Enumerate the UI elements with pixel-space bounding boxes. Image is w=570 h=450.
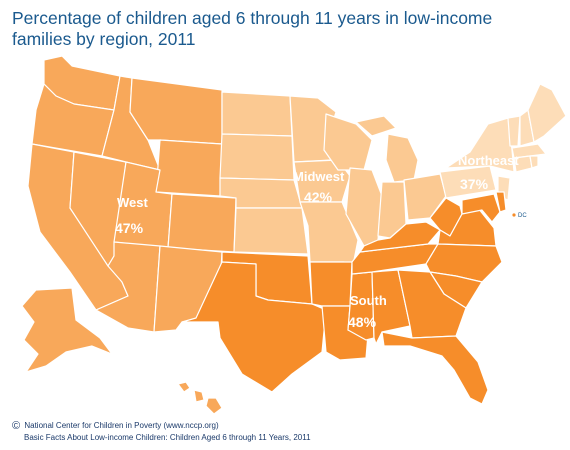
footer-line-1: © National Center for Children in Povert…	[12, 420, 552, 432]
state-delaware	[495, 191, 507, 213]
region-value-south: 48%	[348, 314, 377, 330]
state-texas	[181, 261, 327, 393]
region-label-northeast: Northeast	[458, 153, 519, 168]
state-north-dakota	[221, 91, 293, 137]
state-florida	[381, 331, 489, 405]
state-kentucky	[359, 221, 441, 253]
state-pennsylvania	[439, 165, 497, 199]
dc-label: DC	[518, 213, 527, 219]
state-montana	[129, 77, 223, 145]
state-colorado	[167, 193, 237, 253]
map-title: Percentage of children aged 6 through 11…	[12, 8, 493, 49]
state-south-dakota	[219, 133, 295, 181]
region-value-midwest: 42%	[304, 189, 333, 205]
region-west	[21, 55, 237, 415]
footer-line-2: Basic Facts About Low-income Children: C…	[12, 432, 552, 443]
state-arkansas	[309, 261, 353, 307]
source-footer: © National Center for Children in Povert…	[12, 420, 552, 443]
footer-source: National Center for Children in Poverty …	[24, 421, 219, 430]
state-vermont	[507, 115, 521, 147]
state-kansas	[233, 207, 309, 255]
region-value-west: 47%	[115, 220, 144, 236]
region-midwest	[219, 91, 447, 271]
state-georgia	[397, 269, 467, 339]
state-maryland	[461, 193, 501, 223]
region-label-midwest: Midwest	[293, 169, 345, 184]
state-ohio	[403, 173, 447, 221]
region-northeast	[439, 83, 567, 201]
region-label-west: West	[117, 195, 148, 210]
state-maine	[527, 83, 567, 143]
copyright-icon: ©	[12, 420, 21, 432]
region-value-northeast: 37%	[460, 176, 489, 192]
state-rhode-island	[529, 155, 539, 169]
region-label-south: South	[350, 293, 387, 308]
region-south	[181, 191, 507, 405]
state-wyoming	[155, 139, 223, 197]
dc-marker	[512, 213, 516, 217]
state-hawaii	[177, 381, 223, 415]
state-alaska	[21, 287, 113, 373]
state-massachusetts	[511, 143, 547, 159]
footer-citation: Basic Facts About Low-income Children: C…	[24, 433, 311, 442]
